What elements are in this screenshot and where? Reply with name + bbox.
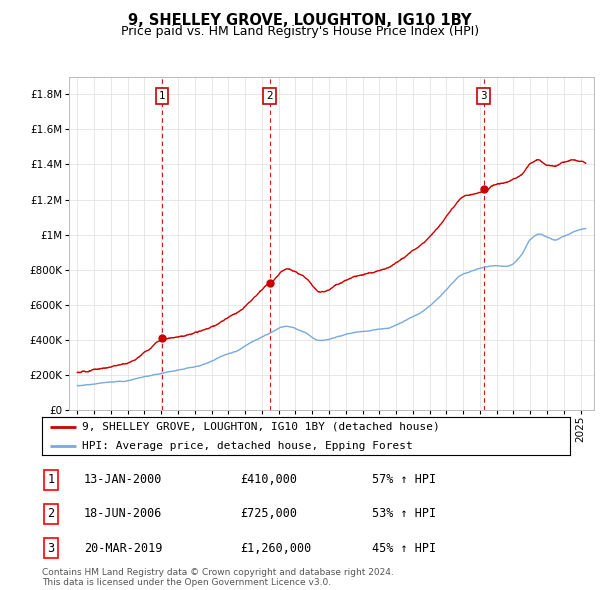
Text: Contains HM Land Registry data © Crown copyright and database right 2024.
This d: Contains HM Land Registry data © Crown c… (42, 568, 394, 587)
Text: £410,000: £410,000 (240, 473, 297, 486)
Text: 1: 1 (47, 473, 55, 486)
Text: 2: 2 (47, 507, 55, 520)
Text: 53% ↑ HPI: 53% ↑ HPI (372, 507, 436, 520)
Text: Price paid vs. HM Land Registry's House Price Index (HPI): Price paid vs. HM Land Registry's House … (121, 25, 479, 38)
Text: 57% ↑ HPI: 57% ↑ HPI (372, 473, 436, 486)
Text: 1: 1 (158, 91, 165, 101)
Text: 3: 3 (47, 542, 55, 555)
Text: 20-MAR-2019: 20-MAR-2019 (84, 542, 163, 555)
Text: 9, SHELLEY GROVE, LOUGHTON, IG10 1BY: 9, SHELLEY GROVE, LOUGHTON, IG10 1BY (128, 13, 472, 28)
Text: £1,260,000: £1,260,000 (240, 542, 311, 555)
Text: £725,000: £725,000 (240, 507, 297, 520)
Text: 18-JUN-2006: 18-JUN-2006 (84, 507, 163, 520)
Text: 45% ↑ HPI: 45% ↑ HPI (372, 542, 436, 555)
Text: 3: 3 (481, 91, 487, 101)
Text: HPI: Average price, detached house, Epping Forest: HPI: Average price, detached house, Eppi… (82, 441, 412, 451)
Text: 2: 2 (266, 91, 273, 101)
Text: 13-JAN-2000: 13-JAN-2000 (84, 473, 163, 486)
Text: 9, SHELLEY GROVE, LOUGHTON, IG10 1BY (detached house): 9, SHELLEY GROVE, LOUGHTON, IG10 1BY (de… (82, 422, 439, 432)
